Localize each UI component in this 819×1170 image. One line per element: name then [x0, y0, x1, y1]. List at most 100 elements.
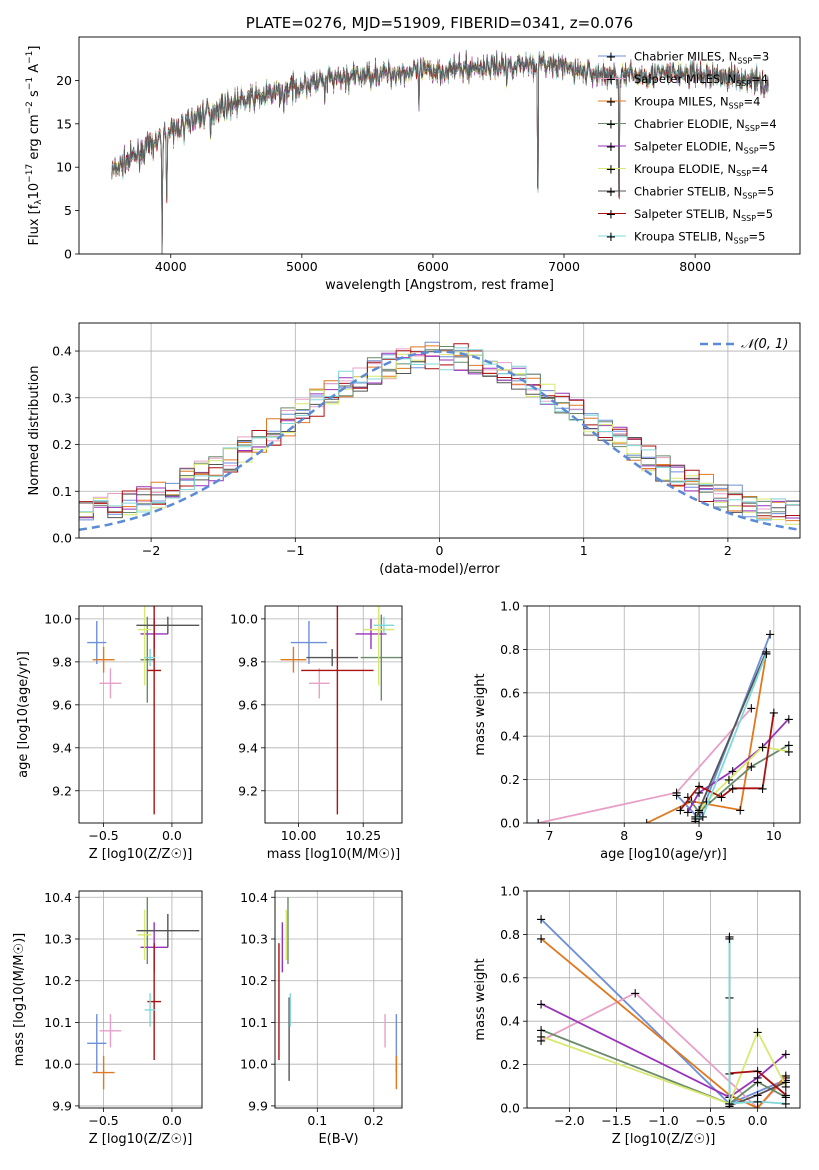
weight-point-kroupa_miles: + [780, 1069, 791, 1084]
y-tick-label: 0.8 [500, 927, 520, 942]
y-tick-label: 9.4 [238, 740, 258, 755]
y-tick-label: 10.0 [44, 611, 72, 626]
weight-point-kroupa_elodie: + [783, 745, 794, 760]
weight-line-chabrier_miles [675, 633, 771, 821]
x-tick-label: 8000 [679, 259, 711, 274]
weight-point-chabrier_stelib: + [694, 803, 705, 818]
legend-label-salpeter_stelib: Salpeter STELIB, NSSP=5 [634, 207, 773, 223]
legend-marker-kroupa_stelib: + [606, 230, 617, 245]
age_vs_mass-frame [264, 605, 403, 824]
mass_vs_Z-axes: −0.5 0.0 9.9 10.0 10.1 10.2 10.3 10.4 [44, 890, 202, 1128]
weight-point-chabrier_elodie: + [780, 1091, 791, 1106]
y-axis-label: mass weight [473, 673, 488, 755]
weight-line-kroupa_stelib [728, 938, 786, 1105]
weight-point-kroupa_stelib: + [724, 932, 735, 947]
y-tick-label: 9.2 [52, 783, 72, 798]
weight-point-chabrier_elodie: + [694, 806, 705, 821]
x-tick-label: −0.5 [88, 828, 118, 843]
x-tick-label: −0.5 [695, 1113, 725, 1128]
residuals-frame [78, 322, 801, 539]
weight-point-salpeter_stelib: + [757, 782, 768, 797]
age_vs_Z-axes: −0.5 0.0 9.2 9.4 9.6 9.8 10.0 [44, 606, 202, 843]
weight-line-kroupa_miles [646, 653, 768, 823]
y-tick-label: 0.2 [52, 437, 72, 452]
y-tick-label: 10.3 [44, 931, 72, 946]
weight-point-salpeter_stelib: + [675, 803, 686, 818]
y-tick-label: 10.2 [44, 973, 72, 988]
weight-point-kroupa_elodie: + [690, 810, 701, 825]
weight-point-kroupa_elodie: + [701, 795, 712, 810]
mass_vs_ebv-errorbars [278, 897, 398, 1090]
weight-point-kroupa_elodie: + [723, 773, 734, 788]
y-tick-label: 0.0 [52, 531, 72, 546]
weight-point-salpeter_miles: + [746, 701, 757, 716]
weight-point-kroupa_elodie: + [752, 1026, 763, 1041]
y-tick-label: 0.0 [500, 1101, 520, 1116]
normal-curve [79, 350, 800, 532]
x-tick-label: 7000 [548, 259, 580, 274]
x-axis-label: Z [log10(Z/Z☉)] [89, 847, 193, 862]
weight-point-chabrier_stelib: + [690, 814, 701, 829]
residuals-axes: −2 −1 0 1 2 0.0 0.1 0.2 0.3 0.4 [52, 323, 800, 558]
weight-point-salpeter_elodie: + [682, 806, 693, 821]
weight-point-salpeter_stelib: + [768, 706, 779, 721]
y-tick-label: 15 [56, 116, 72, 131]
residual-histograms [79, 341, 800, 532]
weight-point-chabrier_miles: + [671, 788, 682, 803]
y-tick-label: 5 [64, 203, 72, 218]
weight-point-salpeter_stelib: + [716, 790, 727, 805]
mass_vs_ebv-axes: 0.1 0.2 9.9 10.0 10.1 10.2 10.3 10.4 [240, 890, 402, 1128]
weight-line-kroupa_elodie [540, 1029, 787, 1105]
y-tick-label: 10.2 [240, 973, 268, 988]
mass_vs_ebv-frame [274, 890, 403, 1109]
x-tick-label: 4000 [155, 259, 187, 274]
x-axis-label: Z [log10(Z/Z☉)] [89, 1132, 193, 1147]
y-tick-label: 10.4 [240, 890, 268, 905]
weight-point-salpeter_elodie: + [536, 997, 547, 1012]
x-tick-label: 0.0 [748, 1113, 768, 1128]
weight_vs_age-series: +++++++++++++++++++++++ ++++++++ +++++ [533, 628, 794, 829]
weight-line-salpeter_miles [538, 707, 753, 823]
weight-point-salpeter_stelib: + [694, 780, 705, 795]
weight-point-kroupa_stelib: + [761, 647, 772, 662]
legend-label-salpeter_miles: Salpeter MILES, NSSP=4 [634, 72, 768, 88]
legend-marker-salpeter_elodie: + [606, 140, 617, 155]
weight-point-kroupa_miles: + [752, 1102, 763, 1117]
x-axis-label: mass [log10(M/M☉)] [267, 847, 400, 862]
x-tick-label: 0.1 [307, 1113, 327, 1128]
x-tick-label: 8 [620, 828, 628, 843]
x-axis-label: age [log10(age/yr)] [600, 847, 727, 862]
y-tick-label: 9.6 [238, 697, 258, 712]
residual-hist-kroupa_stelib [79, 347, 800, 525]
x-tick-label: 10.00 [281, 828, 317, 843]
legend-label-chabrier_miles: Chabrier MILES, NSSP=3 [634, 50, 769, 66]
weight-line-salpeter_elodie [687, 718, 790, 813]
y-tick-label: 10.1 [44, 1015, 72, 1030]
weight-point-chabrier_stelib: + [780, 1075, 791, 1090]
weight-line-chabrier_elodie [540, 1029, 787, 1105]
x-tick-label: −0.5 [88, 1113, 118, 1128]
legend-marker-salpeter_stelib: + [606, 208, 617, 223]
age_vs_Z-frame [78, 605, 203, 824]
weight-point-salpeter_elodie: + [780, 1047, 791, 1062]
spectrum-axes: 4000 5000 6000 7000 8000 0 5 10 15 20 [56, 73, 711, 274]
weight-line-salpeter_stelib [679, 712, 775, 811]
legend-label-kroupa_miles: Kroupa MILES, NSSP=4 [634, 95, 760, 111]
x-axis-label: E(B-V) [318, 1132, 358, 1147]
y-axis-label: mass [log10(M/M☉)] [12, 933, 27, 1066]
weight-line-kroupa_elodie [694, 746, 789, 818]
x-tick-label: −1.0 [648, 1113, 678, 1128]
weight-line-kroupa_stelib [695, 653, 768, 820]
x-tick-label: 6000 [417, 259, 449, 274]
y-tick-label: 0.0 [500, 816, 520, 831]
age_vs_Z-errorbars [87, 606, 200, 815]
y-tick-label: 0.2 [500, 1057, 520, 1072]
weight-point-chabrier_stelib: + [752, 1088, 763, 1103]
age_vs_mass-errorbars [280, 606, 402, 815]
weight-line-chabrier_elodie [687, 744, 790, 814]
weight-line-kroupa_miles [540, 938, 787, 1108]
y-tick-label: 9.9 [248, 1098, 268, 1113]
y-axis-label: Flux [fλ10−17 erg cm−2 s−1 A−1] [25, 46, 44, 246]
x-tick-label: 7 [545, 828, 553, 843]
